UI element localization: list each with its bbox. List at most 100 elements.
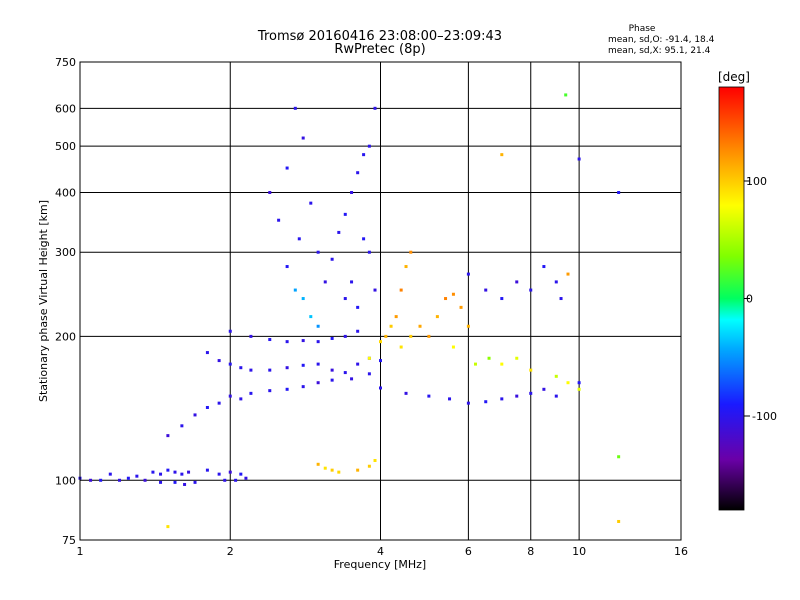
data-point [223,478,227,482]
data-point [418,324,422,328]
data-point [301,297,305,301]
data-point [566,381,570,385]
data-point [143,478,147,482]
data-point [367,250,371,254]
data-point [500,297,504,301]
data-point [399,288,403,292]
data-point [337,230,341,234]
data-point [379,359,382,363]
chart-title: Tromsø 20160416 23:08:00–23:09:43 [257,29,502,44]
data-point [577,157,581,161]
chart-subtitle: RwPretec (8p) [334,42,425,57]
data-point [217,359,221,363]
data-point [356,329,360,333]
data-point [173,470,177,474]
data-point [484,288,488,292]
data-point [277,218,281,222]
data-point [239,472,243,476]
data-point [566,272,570,276]
data-point [367,356,371,360]
data-point [239,397,243,401]
data-point [444,297,448,301]
data-point [309,201,313,205]
data-point [559,297,563,301]
data-point [373,288,377,292]
data-point [617,190,621,194]
data-point [249,368,253,372]
data-point [285,366,289,370]
data-point [350,190,354,194]
data-point [529,288,533,292]
y-axis-label: Stationary phase Virtual Height [km] [37,200,50,402]
data-point [554,374,558,378]
data-point [180,472,184,476]
data-point [285,340,289,344]
data-point [193,413,197,417]
data-point [89,478,93,482]
data-point [205,468,209,472]
data-point [249,391,253,395]
data-point [297,237,301,241]
data-point [330,368,334,372]
data-point [451,292,455,296]
data-point [367,144,371,148]
phase-stats-title: Phase [629,24,656,34]
data-point [343,297,347,301]
data-point [316,381,320,385]
data-point [268,338,272,342]
data-point [389,324,393,328]
data-point [617,519,621,523]
grid-lines [80,62,681,540]
data-point [268,190,272,194]
data-point [564,93,568,97]
x-axis-ticks: 1 2 4 6 8 10 16 [77,545,689,558]
data-point [126,476,130,480]
data-point [343,371,347,375]
data-point [118,478,122,482]
data-point [285,265,289,269]
data-point [356,305,360,309]
y-tick-label: 300 [55,246,76,259]
data-point [285,387,289,391]
phase-stats-o: mean, sd,O: -91.4, 18.4 [608,35,715,45]
data-point [244,476,248,480]
data-point [316,250,320,254]
data-point [484,400,488,404]
data-point [316,340,320,344]
data-point [293,288,297,292]
data-point [268,368,272,372]
y-tick-label: 400 [55,186,76,199]
data-point [293,106,297,110]
data-point [577,381,581,385]
x-tick-label: 4 [377,545,384,558]
data-point [500,362,504,366]
data-point [529,368,533,372]
data-point [330,468,334,472]
x-tick-label: 1 [77,545,84,558]
data-point [473,362,477,366]
data-point [487,356,491,360]
data-point [228,362,232,366]
data-point [228,394,232,398]
data-point [228,329,232,333]
x-axis-label: Frequency [MHz] [334,558,426,571]
plot-frame [79,61,682,541]
data-point [362,237,366,241]
x-tick-label: 10 [572,545,586,558]
colorbar-tick-label: -100 [752,410,777,423]
data-point [166,434,170,438]
phase-stats-x: mean, sd,X: 95.1, 21.4 [608,46,711,56]
data-point [183,482,187,486]
data-point [217,401,221,405]
data-point [173,480,177,484]
data-point [459,305,463,309]
data-point [379,386,382,390]
data-point [301,136,305,140]
data-point [466,401,470,405]
data-point [409,334,413,338]
data-point [166,468,170,472]
data-point [193,480,197,484]
data-point [166,525,170,529]
data-point [404,265,408,269]
